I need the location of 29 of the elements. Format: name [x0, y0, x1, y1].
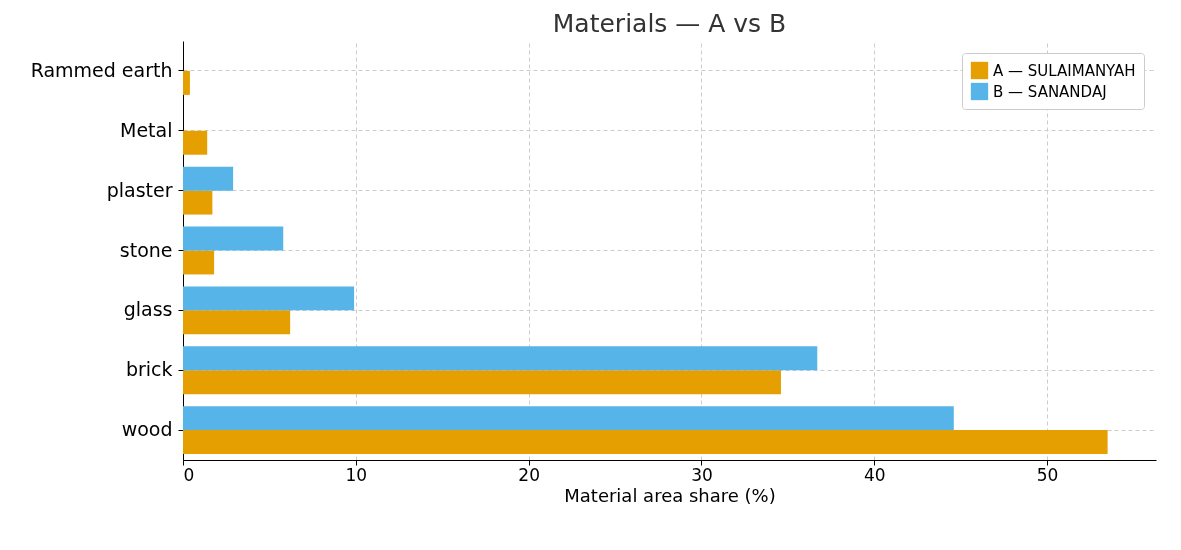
- chart-title: Materials — A vs B: [552, 9, 787, 38]
- y-tick-label: wood: [121, 418, 173, 441]
- bar: [183, 346, 818, 371]
- bar: [183, 226, 284, 251]
- legend-label: B — SANANDAJ: [993, 82, 1107, 101]
- bar: [183, 70, 190, 95]
- x-tick-label: 0: [183, 464, 195, 485]
- x-tick-label: 20: [518, 464, 540, 485]
- bar: [183, 166, 234, 191]
- bar: [183, 250, 215, 275]
- bar: [183, 130, 208, 155]
- bar: [183, 286, 355, 311]
- y-tick-label: stone: [119, 238, 173, 261]
- x-tick-label: 30: [691, 464, 713, 485]
- x-axis-title: Material area share (%): [564, 484, 776, 506]
- bar: [183, 430, 1108, 455]
- bar: [183, 406, 954, 431]
- y-tick-label: brick: [125, 358, 173, 381]
- bar: [183, 370, 781, 395]
- y-tick-label: plaster: [106, 178, 173, 201]
- y-tick-label: glass: [123, 298, 173, 321]
- x-tick-label: 50: [1036, 464, 1059, 485]
- bar: [183, 190, 213, 215]
- y-tick-label: Metal: [120, 118, 173, 141]
- y-tick-label: Rammed earth: [30, 58, 173, 81]
- legend-label: A — SULAIMANYAH: [993, 61, 1136, 80]
- x-tick-label: 10: [345, 464, 368, 485]
- x-tick-label: 40: [863, 464, 886, 485]
- bar: [183, 310, 291, 335]
